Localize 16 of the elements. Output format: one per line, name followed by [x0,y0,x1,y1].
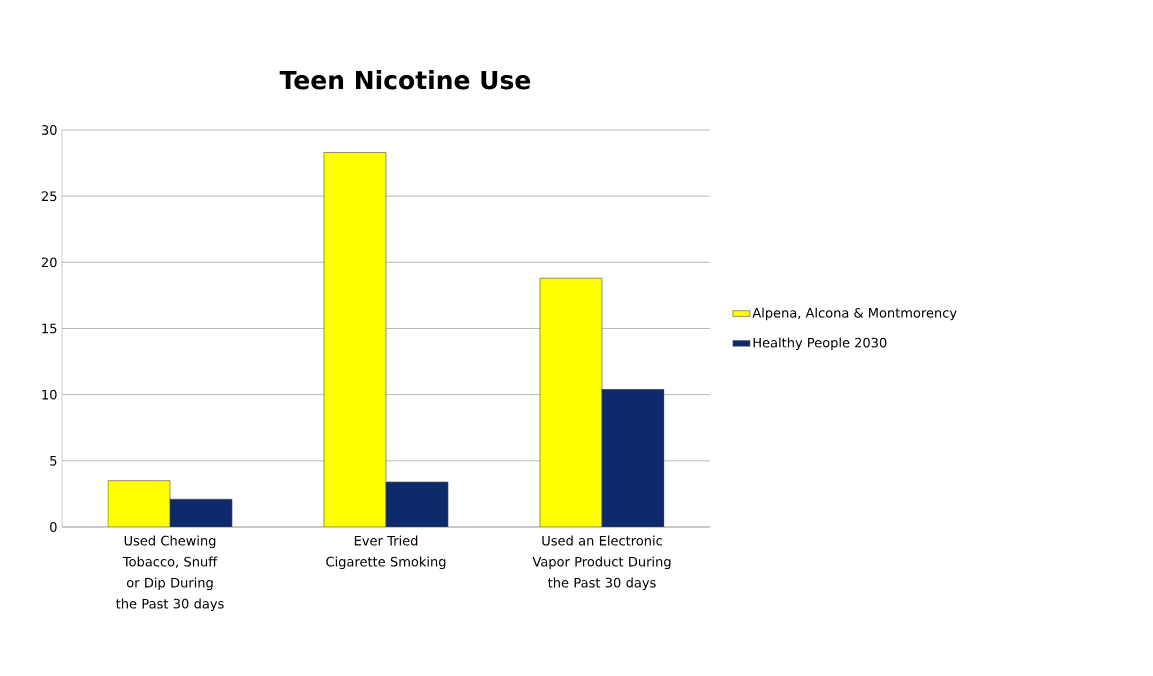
y-tick-label: 20 [41,257,57,268]
bar [323,152,387,527]
y-tick-label: 0 [50,522,57,532]
y-tick-label: 30 [41,125,57,135]
bar [107,480,171,527]
y-tick-label: 10 [42,389,57,400]
legend-label: Alpena, Alcona & Montmorency [752,307,957,321]
x-tick-label: Used Chewing Tobacco, Snuff or Dip During the Past 30 days [116,535,224,612]
legend-label: Healthy People 2030 [753,337,887,351]
y-tick-label: 15 [42,323,57,334]
bar [539,277,603,527]
x-tick-label: Used an Electronic Vapor Product During the Past 30 days [532,535,671,591]
x-tick-label: Ever Tried Cigarette Smoking [326,535,446,570]
chart-title: Teen Nicotine Use [279,70,531,90]
y-tick-label: 5 [50,455,57,466]
y-tick-label: 25 [41,191,57,202]
